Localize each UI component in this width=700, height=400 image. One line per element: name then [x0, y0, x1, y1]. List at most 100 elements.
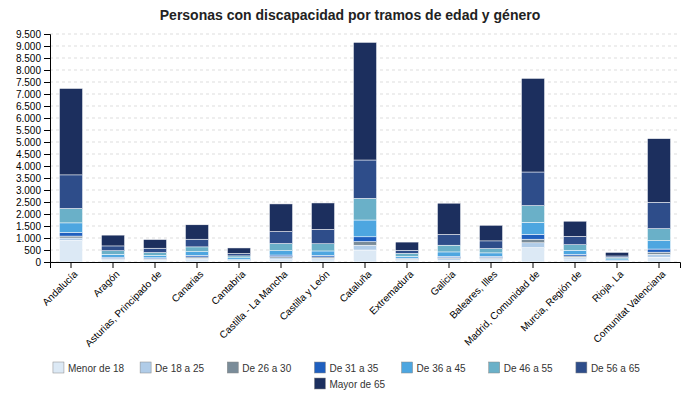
legend-swatch — [227, 362, 238, 373]
bar — [311, 258, 334, 260]
bar — [563, 221, 586, 236]
legend-swatch — [576, 362, 587, 373]
legend-swatch — [314, 362, 325, 373]
legend-item: Mayor de 65 — [314, 378, 385, 390]
legend-swatch — [314, 378, 325, 389]
bar — [59, 223, 82, 233]
x-tick: Madrid, Comunidad de — [462, 262, 542, 348]
bar — [185, 225, 208, 239]
y-tick: 9.000 — [16, 41, 50, 52]
x-axis: AndalucíaAragónAsturias, Principado deCa… — [40, 262, 680, 349]
bar — [479, 249, 502, 253]
x-tick-mark — [533, 262, 534, 268]
bar — [437, 252, 460, 256]
bar — [101, 251, 124, 255]
bar — [269, 232, 292, 244]
bar — [227, 258, 250, 260]
x-tick-label: Andalucía — [40, 268, 80, 308]
legend-item: De 36 a 45 — [402, 362, 466, 374]
bar — [395, 242, 418, 250]
legend-swatch — [402, 362, 413, 373]
y-tick-label: 9.000 — [16, 41, 41, 52]
y-tick-mark — [44, 166, 50, 167]
x-tick-label: Cataluña — [337, 268, 373, 304]
bar — [521, 234, 544, 239]
bar — [227, 256, 250, 258]
y-tick: 3.000 — [16, 185, 50, 196]
bar — [521, 248, 544, 262]
x-tick-mark — [659, 262, 660, 268]
bar — [605, 260, 628, 261]
bar — [521, 239, 544, 243]
bar — [353, 237, 376, 242]
bar — [143, 260, 166, 262]
bar — [647, 202, 670, 228]
bar — [395, 250, 418, 253]
bar — [185, 260, 208, 262]
bar — [227, 260, 250, 261]
grid — [50, 34, 680, 262]
x-tick-label: Rioja, La — [590, 268, 626, 304]
x-tick-mark — [281, 262, 282, 268]
y-tick: 3.500 — [16, 173, 50, 184]
bar — [185, 252, 208, 256]
bar — [269, 251, 292, 255]
bar — [227, 248, 250, 254]
bar — [59, 236, 82, 238]
x-tick-label: Castilla - La Mancha — [217, 268, 290, 341]
y-tick: 9.500 — [16, 29, 50, 40]
bar — [311, 260, 334, 262]
bar — [101, 235, 124, 246]
legend-label: De 26 a 30 — [242, 363, 291, 374]
plot: 05001.0001.5002.0002.5003.0003.5004.0004… — [16, 29, 681, 349]
y-tick-mark — [44, 202, 50, 203]
x-tick-label: Asturias, Principado de — [83, 268, 164, 349]
y-tick: 4.000 — [16, 161, 50, 172]
legend-swatch — [140, 362, 151, 373]
bar — [395, 256, 418, 258]
x-tick-mark — [113, 262, 114, 268]
bar — [479, 260, 502, 262]
x-tick-label: Canarias — [169, 268, 205, 304]
bar — [437, 234, 460, 245]
bar — [353, 250, 376, 262]
y-tick: 4.500 — [16, 149, 50, 160]
y-tick-label: 4.500 — [16, 149, 41, 160]
y-tick-mark — [44, 118, 50, 119]
bar — [479, 241, 502, 249]
bar — [605, 261, 628, 262]
y-tick-mark — [44, 250, 50, 251]
x-tick: Castilla y León — [277, 262, 331, 323]
x-tick-label: Castilla y León — [277, 268, 331, 322]
y-tick-label: 2.000 — [16, 209, 41, 220]
y-tick: 6.000 — [16, 113, 50, 124]
y-tick-label: 5.000 — [16, 137, 41, 148]
legend-label: De 18 a 25 — [155, 363, 204, 374]
bar — [101, 258, 124, 260]
x-tick: Aragón — [91, 262, 122, 299]
x-tick-mark — [449, 262, 450, 268]
series — [59, 42, 670, 256]
series — [59, 198, 670, 258]
bar — [101, 260, 124, 262]
bar — [479, 253, 502, 256]
y-tick-mark — [44, 262, 50, 263]
x-tick-mark — [407, 262, 408, 268]
bar — [227, 260, 250, 262]
bar — [437, 245, 460, 252]
bar — [353, 245, 376, 250]
x-tick-mark — [575, 262, 576, 268]
x-tick: Castilla - La Mancha — [217, 262, 290, 341]
y-tick-label: 8.500 — [16, 53, 41, 64]
x-tick-mark — [239, 262, 240, 268]
bar — [185, 255, 208, 257]
y-tick-mark — [44, 142, 50, 143]
y-tick: 5.000 — [16, 137, 50, 148]
bar — [521, 206, 544, 223]
x-tick-label: Murcia, Región de — [518, 268, 583, 333]
x-tick-mark — [491, 262, 492, 268]
bar — [647, 241, 670, 249]
y-tick-label: 7.500 — [16, 77, 41, 88]
y-tick-mark — [44, 178, 50, 179]
bar — [479, 225, 502, 241]
